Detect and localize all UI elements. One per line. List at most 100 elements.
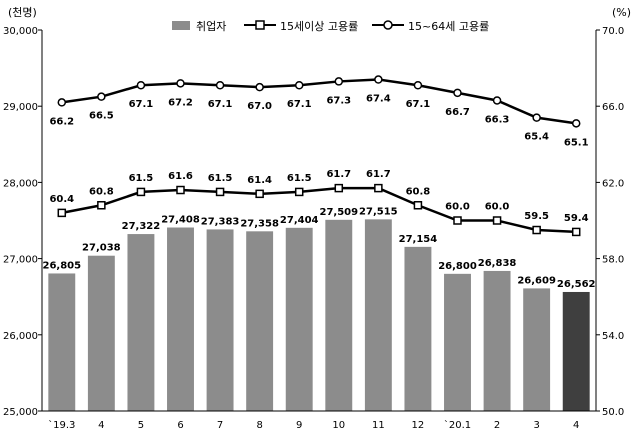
bar (48, 273, 76, 411)
series-value-label: 66.2 (49, 116, 74, 127)
bar (87, 255, 115, 411)
legend-bars-label: 취업자 (196, 20, 226, 33)
series-value-label: 60.8 (406, 186, 431, 197)
bar-value-label: 27,038 (82, 243, 121, 254)
bar-value-label: 27,358 (240, 218, 279, 229)
series-point (97, 92, 106, 101)
left-tick-label: 26,000 (3, 331, 38, 342)
series-value-label: 61.6 (168, 171, 193, 182)
series-point (334, 77, 344, 86)
bar (562, 291, 590, 411)
bar (404, 246, 432, 411)
x-tick-label: 7 (217, 420, 223, 431)
series-point (571, 227, 581, 237)
series-value-label: 67.1 (287, 99, 312, 110)
right-axis: 50.0 54.0 58.0 62.0 66.0 70.0 (596, 26, 624, 418)
series-value-label: 60.0 (445, 202, 470, 213)
lines-group (57, 75, 581, 237)
series-point (294, 187, 304, 197)
series-point (176, 185, 185, 195)
series-point (57, 208, 67, 218)
series-point (492, 216, 502, 225)
x-tick-label: 2 (494, 420, 500, 431)
x-tick-label: 4 (98, 420, 104, 431)
series-value-label: 61.5 (287, 173, 312, 184)
series-point (374, 183, 383, 193)
series-point (136, 80, 146, 90)
series-point (374, 75, 383, 84)
series-value-label: 67.1 (129, 99, 154, 110)
series-value-label: 66.7 (445, 107, 470, 118)
series-value-label: 67.2 (168, 97, 193, 108)
legend-line1-marker (255, 20, 265, 30)
x-tick-label: `20.1 (444, 419, 471, 431)
right-tick-label: 70.0 (602, 26, 624, 37)
series-line (61, 78, 577, 125)
x-axis-labels: `19.3 4 5 6 7 8 9 10 11 12 `20.1 2 3 4 (48, 419, 579, 431)
bar (206, 229, 234, 411)
x-tick-label: 5 (138, 420, 144, 431)
series-point (532, 113, 541, 122)
series-value-label: 60.8 (89, 186, 114, 197)
series-value-label: 59.4 (564, 213, 589, 224)
bar (444, 273, 471, 411)
bar-value-label: 27,408 (161, 215, 200, 226)
series-point (453, 88, 462, 98)
bar (364, 219, 392, 411)
series-point (413, 80, 423, 90)
left-axis-unit: (천명) (8, 5, 37, 19)
series-value-label: 67.0 (247, 101, 272, 112)
x-tick-label: 4 (573, 420, 579, 431)
left-tick-label: 30,000 (3, 26, 38, 37)
bar (285, 227, 313, 411)
legend-line2-label: 15~64세 고용률 (408, 20, 489, 33)
bar (483, 270, 511, 411)
bar-value-label: 26,805 (42, 260, 81, 271)
x-tick-label: 10 (332, 420, 345, 431)
x-tick-label: 12 (412, 420, 425, 431)
right-tick-label: 66.0 (602, 102, 624, 113)
series-point (215, 187, 225, 197)
bar (246, 231, 274, 411)
series-value-label: 61.4 (247, 175, 272, 186)
right-tick-label: 58.0 (602, 255, 624, 266)
bar (127, 234, 155, 411)
bar-value-label: 27,509 (319, 207, 358, 218)
right-tick-label: 50.0 (602, 407, 624, 418)
bar-value-label: 27,383 (201, 216, 240, 227)
series-value-label: 67.1 (406, 99, 431, 110)
left-axis: 25,000 26,000 27,000 28,000 29,000 30,000 (3, 26, 42, 418)
x-tick-label: 8 (256, 420, 262, 431)
series-point (413, 201, 423, 210)
right-tick-label: 54.0 (602, 331, 624, 342)
legend-line1-label: 15세이상 고용률 (280, 20, 358, 33)
series-point (334, 183, 344, 193)
x-tick-label: 11 (372, 420, 385, 431)
series-value-label: 61.7 (326, 169, 351, 180)
series-point (532, 225, 541, 235)
bar-value-label: 27,154 (399, 234, 438, 245)
series-value-label: 67.4 (366, 94, 391, 105)
left-tick-label: 27,000 (3, 255, 38, 266)
series-value-label: 60.4 (49, 194, 74, 205)
line-labels-group: 60.4 60.8 61.5 61.6 61.5 61.4 61.5 61.7 61.7 60.8… (49, 94, 588, 224)
left-tick-label: 28,000 (3, 178, 38, 189)
series-value-label: 61.7 (366, 169, 391, 180)
bar-value-label: 26,800 (438, 261, 477, 272)
bar-value-label: 27,322 (122, 221, 161, 232)
series-value-label: 66.3 (485, 114, 510, 125)
bar-value-label: 26,838 (478, 258, 517, 269)
series-point (255, 82, 264, 92)
series-point (294, 80, 304, 90)
right-axis-unit: (%) (612, 6, 631, 19)
series-point (97, 201, 106, 210)
bar-value-label: 26,562 (557, 279, 596, 290)
series-point (57, 98, 67, 107)
bar-value-label: 27,515 (359, 206, 398, 217)
legend-line2-marker (383, 20, 393, 30)
series-point (176, 79, 185, 88)
series-value-label: 67.3 (326, 95, 351, 106)
series-value-label: 61.5 (129, 173, 154, 184)
